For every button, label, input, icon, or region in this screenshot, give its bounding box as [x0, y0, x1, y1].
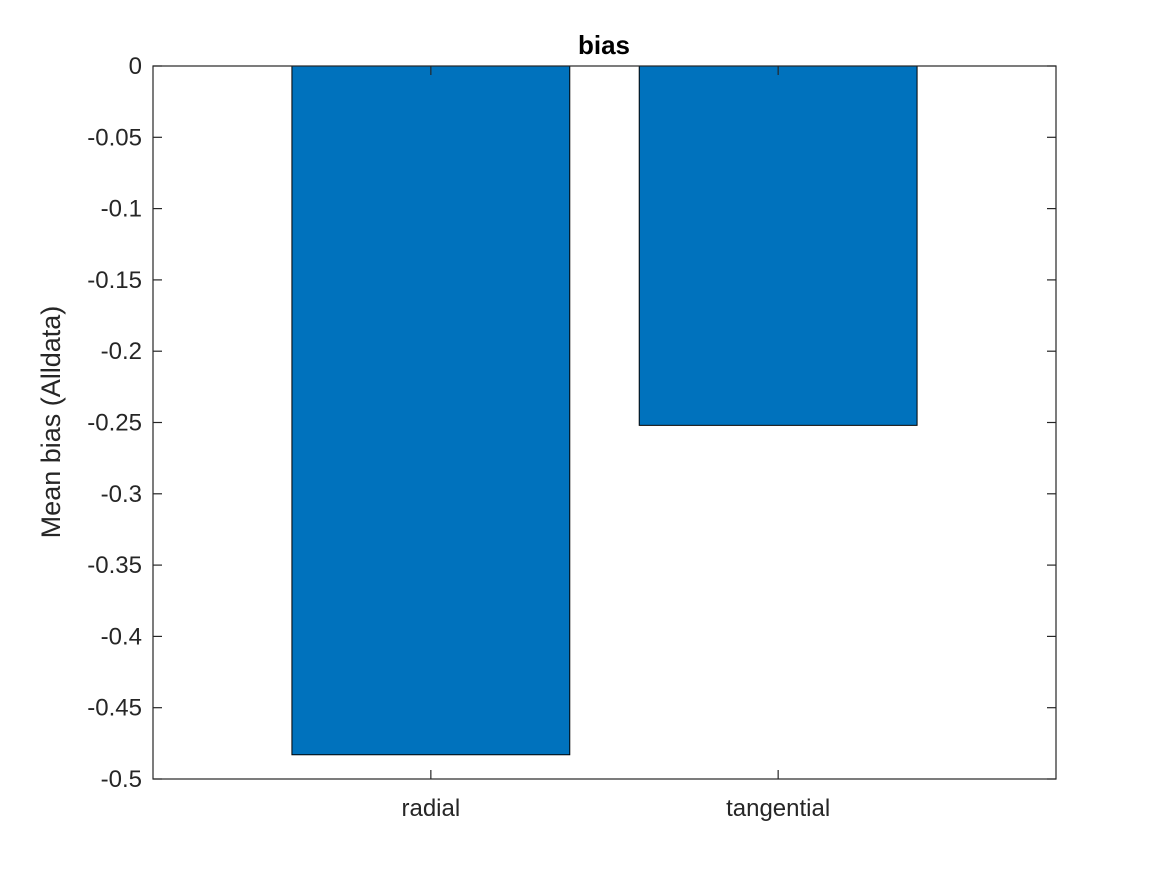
ticks-layer: 0 -0.05 -0.1 -0.15 -0.2 -0.25 -0.3 -0.35 -0.4 -0.…	[87, 53, 1056, 822]
y-tick-label: -0.15	[87, 267, 142, 294]
bar-radial	[291, 65, 571, 756]
x-tick-label: tangential	[726, 795, 830, 822]
x-tick-label: radial	[401, 795, 460, 822]
y-tick-label: 0	[129, 53, 142, 80]
y-tick-label: -0.05	[87, 124, 142, 151]
chart-title: bias	[578, 30, 630, 60]
y-tick-label: -0.25	[87, 410, 142, 437]
y-tick-label: -0.1	[101, 196, 142, 223]
y-tick-label: -0.3	[101, 481, 142, 508]
y-tick-label: -0.4	[101, 623, 142, 650]
y-tick-label: -0.2	[101, 338, 142, 365]
axes-layer	[152, 65, 1057, 780]
y-tick-label: -0.5	[101, 766, 142, 793]
bars-layer	[291, 65, 918, 756]
y-tick-label: -0.35	[87, 552, 142, 579]
y-tick-label: -0.45	[87, 695, 142, 722]
bar-tangential	[638, 65, 918, 426]
y-axis-label: Mean bias (Alldata)	[36, 306, 66, 539]
plot-frame	[152, 65, 1057, 780]
